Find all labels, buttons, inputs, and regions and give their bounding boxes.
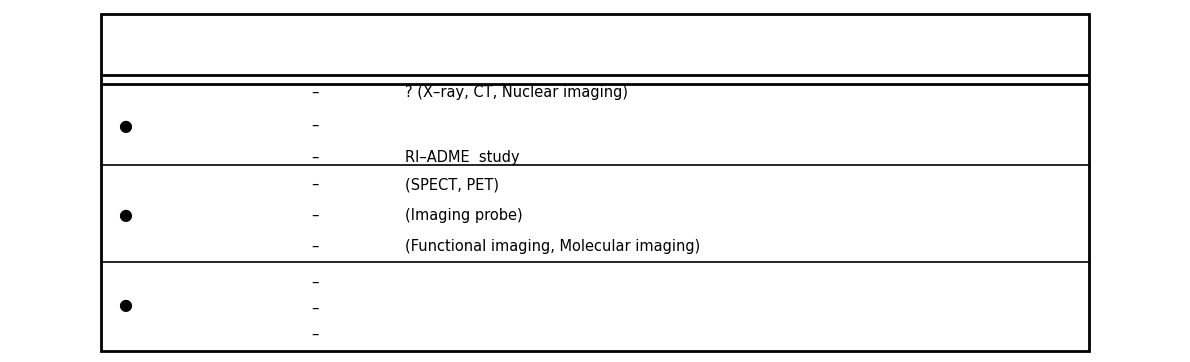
Text: –: –	[312, 177, 319, 192]
Text: (Imaging probe): (Imaging probe)	[405, 208, 522, 223]
Text: ? (X–ray, CT, Nuclear imaging): ? (X–ray, CT, Nuclear imaging)	[405, 85, 627, 100]
Text: –: –	[312, 208, 319, 223]
Text: ●: ●	[118, 119, 132, 134]
Text: RI–ADME  study: RI–ADME study	[405, 150, 519, 165]
Text: –: –	[312, 301, 319, 316]
Text: –: –	[312, 327, 319, 342]
Text: ●: ●	[118, 208, 132, 223]
Text: –: –	[312, 275, 319, 290]
Text: –: –	[312, 117, 319, 132]
Text: (SPECT, PET): (SPECT, PET)	[405, 177, 499, 192]
Text: –: –	[312, 239, 319, 254]
Text: (Functional imaging, Molecular imaging): (Functional imaging, Molecular imaging)	[405, 239, 700, 254]
Text: –: –	[312, 150, 319, 165]
Text: ●: ●	[118, 298, 132, 313]
Text: –: –	[312, 85, 319, 100]
